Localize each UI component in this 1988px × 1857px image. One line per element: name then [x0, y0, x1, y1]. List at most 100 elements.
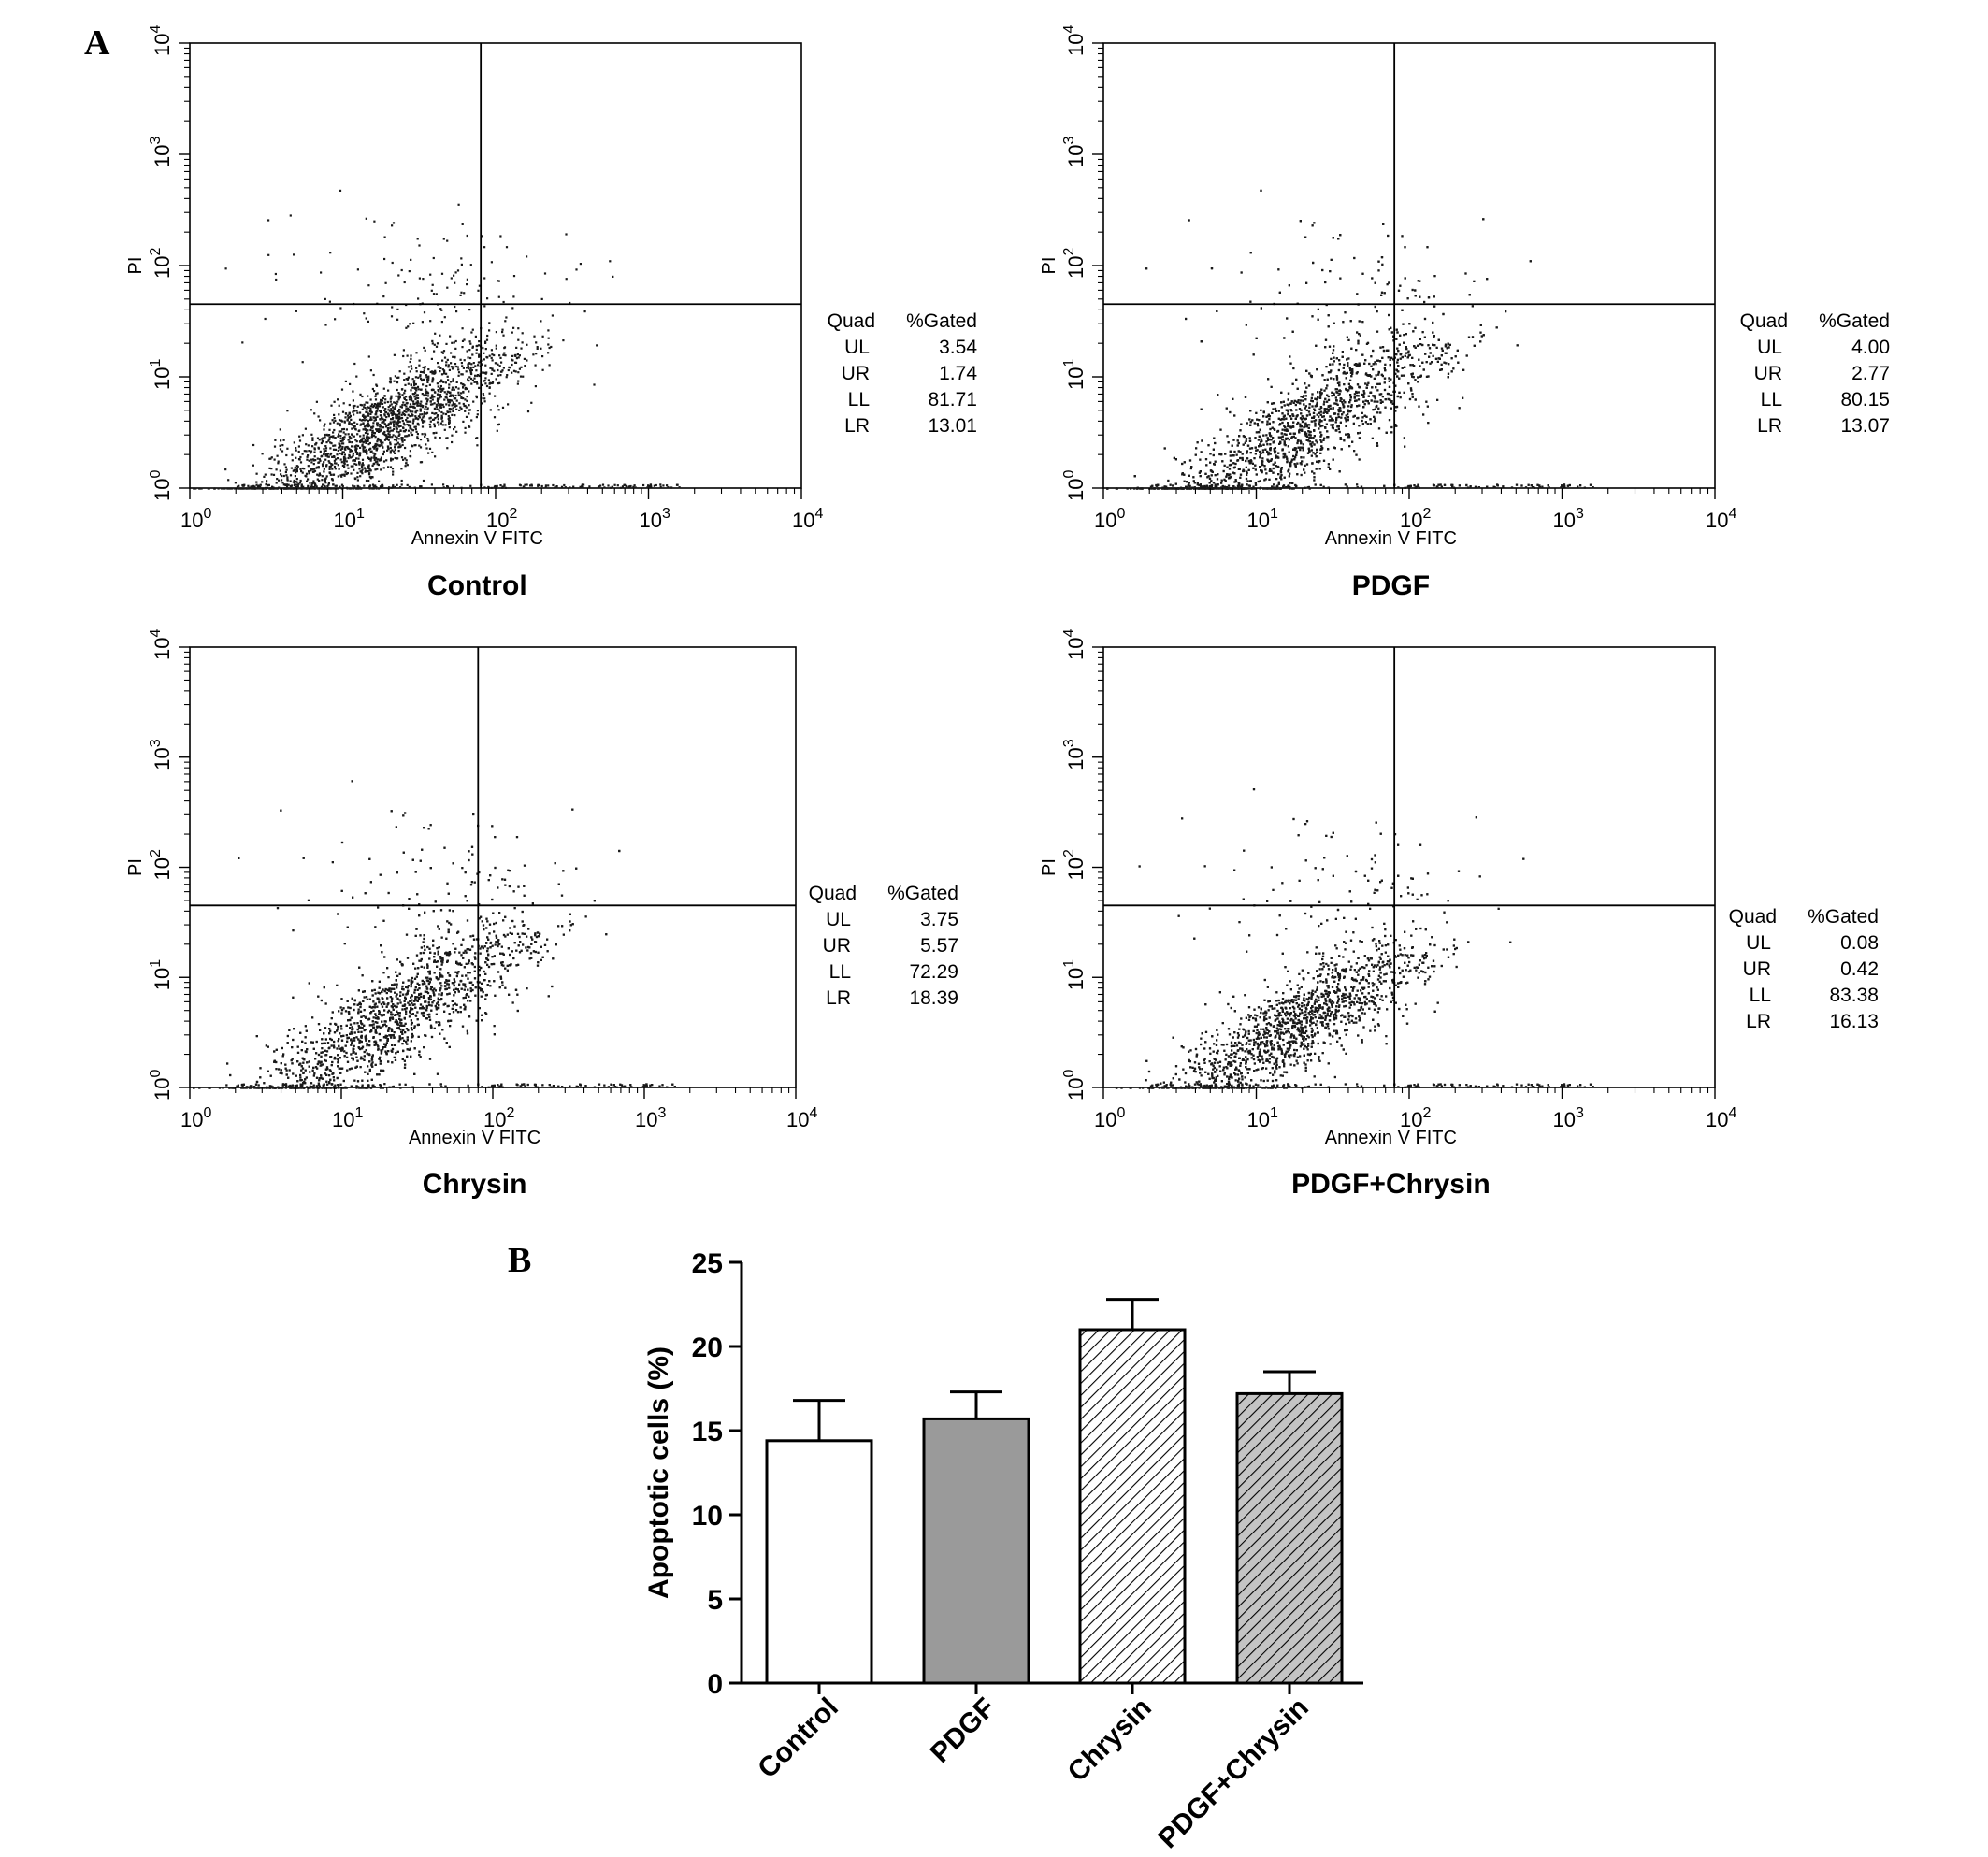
event-dot — [448, 401, 452, 404]
event-dot — [425, 388, 427, 391]
event-dot — [448, 423, 451, 425]
event-dot — [331, 479, 334, 482]
event-dot — [353, 413, 355, 416]
event-dot — [411, 429, 414, 432]
event-dot — [478, 374, 481, 378]
event-dot — [305, 487, 308, 490]
event-dot — [483, 371, 486, 374]
event-dot — [405, 410, 408, 413]
event-dot — [387, 389, 390, 392]
event-dot — [373, 454, 376, 457]
event-dot — [659, 485, 662, 488]
event-dot — [250, 485, 252, 488]
event-dot — [272, 473, 276, 476]
event-dot — [296, 485, 299, 488]
event-dot — [1237, 485, 1240, 488]
event-dot — [1277, 268, 1280, 271]
event-dot — [419, 413, 422, 416]
event-dot — [1200, 451, 1203, 453]
event-dot — [311, 439, 314, 441]
event-dot — [414, 376, 417, 379]
event-dot — [370, 410, 373, 413]
event-dot — [483, 380, 486, 382]
event-dot — [402, 349, 405, 352]
event-dot — [448, 408, 451, 410]
event-dot — [371, 433, 374, 437]
event-dot — [440, 417, 443, 420]
event-dot — [442, 387, 445, 390]
event-dot — [1477, 486, 1480, 489]
event-dot — [454, 397, 457, 400]
x-tick-label: 101 — [334, 506, 365, 532]
event-dot — [466, 350, 468, 353]
event-dot — [400, 483, 403, 486]
event-dot — [313, 487, 316, 490]
event-dot — [397, 274, 400, 277]
event-dot — [343, 465, 346, 468]
event-dot — [495, 331, 497, 334]
event-dot — [452, 410, 454, 412]
event-dot — [317, 447, 320, 450]
event-dot — [1250, 447, 1254, 450]
event-dot — [466, 399, 468, 402]
event-dot — [1418, 405, 1420, 408]
event-dot — [398, 408, 401, 411]
event-dot — [396, 420, 400, 423]
event-dot — [466, 283, 468, 286]
event-dot — [329, 252, 332, 254]
event-dot — [302, 485, 305, 488]
event-dot — [410, 427, 412, 430]
event-dot — [478, 353, 481, 356]
event-dot — [502, 334, 505, 337]
event-dot — [610, 486, 612, 489]
event-dot — [395, 439, 398, 442]
event-dot — [501, 406, 505, 409]
event-dot — [401, 437, 404, 439]
event-dot — [1323, 410, 1326, 412]
event-dot — [523, 486, 526, 489]
event-dot — [1403, 374, 1405, 377]
event-dot — [462, 367, 465, 369]
event-dot — [393, 486, 396, 489]
event-dot — [351, 441, 353, 444]
event-dot — [355, 440, 358, 443]
event-dot — [384, 434, 387, 437]
event-dot — [430, 289, 433, 292]
event-dot — [428, 417, 431, 420]
event-dot — [230, 487, 233, 490]
event-dot — [397, 450, 400, 453]
event-dot — [1196, 441, 1199, 444]
event-dot — [452, 378, 454, 381]
event-dot — [310, 409, 312, 411]
event-dot — [271, 485, 274, 488]
event-dot — [429, 396, 432, 400]
event-dot — [1174, 482, 1177, 485]
event-dot — [334, 318, 337, 321]
event-dot — [339, 474, 342, 477]
event-dot — [306, 458, 309, 461]
event-dot — [474, 374, 477, 377]
event-dot — [412, 381, 415, 383]
event-dot — [498, 354, 501, 357]
event-dot — [396, 441, 399, 444]
event-dot — [329, 447, 332, 450]
event-dot — [240, 487, 243, 490]
event-dot — [367, 355, 370, 358]
event-dot — [526, 410, 530, 413]
event-dot — [321, 475, 324, 478]
event-dot — [297, 458, 301, 461]
event-dot — [415, 367, 418, 369]
event-dot — [498, 381, 501, 384]
event-dot — [341, 485, 344, 488]
event-dot — [1266, 437, 1269, 439]
event-dot — [1289, 487, 1291, 490]
event-dot — [397, 438, 400, 440]
event-dot — [619, 486, 622, 489]
event-dot — [454, 425, 456, 429]
event-dot — [444, 424, 447, 426]
event-dot — [423, 378, 425, 381]
event-dot — [503, 346, 507, 349]
event-dot — [387, 412, 390, 415]
event-dot — [409, 410, 411, 413]
event-dot — [452, 403, 454, 406]
